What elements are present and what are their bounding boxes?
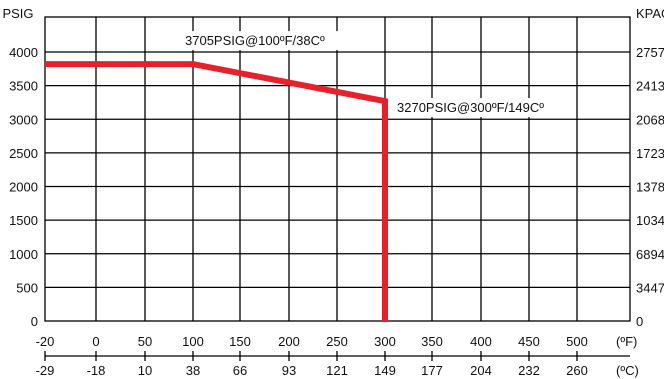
x-tick-label-c: 121 bbox=[326, 363, 348, 378]
y-tick-label: 3500 bbox=[9, 79, 38, 94]
x-unit-f-label: (ºF) bbox=[616, 334, 637, 349]
annotation-background bbox=[181, 31, 349, 51]
right-tick-label: 20684 bbox=[636, 112, 664, 127]
y-tick-label: 500 bbox=[16, 280, 38, 295]
x-tick-label-c: 260 bbox=[566, 363, 588, 378]
right-tick-label: 6894 bbox=[636, 247, 664, 262]
right-tick-label: 0 bbox=[636, 314, 643, 329]
right-tick-label: 27579 bbox=[636, 45, 664, 60]
data-annotation: 3705PSIG@100ºF/38Cº bbox=[185, 33, 325, 48]
x-tick-label-c: 232 bbox=[518, 363, 540, 378]
annotations: 3705PSIG@100ºF/38Cº 3270PSIG@300ºF/149Cº bbox=[181, 31, 576, 118]
series bbox=[45, 61, 388, 321]
annotation-background bbox=[393, 98, 576, 118]
plot-frame bbox=[44, 16, 631, 322]
data-annotation: 3270PSIG@300ºF/149Cº bbox=[397, 100, 544, 115]
y-tick-label: 2500 bbox=[9, 146, 38, 161]
x-unit-c-label: (ºC) bbox=[616, 363, 639, 378]
y-tick-label: 1500 bbox=[9, 213, 38, 228]
x-tick-label-c: 177 bbox=[421, 363, 443, 378]
right-tick-label: 17230 bbox=[636, 146, 664, 161]
x-tick-label-f: 100 bbox=[182, 334, 204, 349]
y-tick-label: 4000 bbox=[9, 45, 38, 60]
right-tick-label: 10342 bbox=[636, 213, 664, 228]
x-tick-label-f: 500 bbox=[566, 334, 588, 349]
x-tick-label-c: 38 bbox=[186, 363, 200, 378]
x-tick-label-c: 149 bbox=[374, 363, 396, 378]
y-tick-label: 3000 bbox=[9, 112, 38, 127]
grid bbox=[45, 17, 630, 321]
x-tick-label-c: 66 bbox=[233, 363, 247, 378]
right-axis-label: KPAG bbox=[636, 6, 664, 21]
y-tick-label: 2000 bbox=[9, 180, 38, 195]
tick-labels: 0500100015002000250030003500400003447689… bbox=[9, 45, 664, 378]
x-tick-label-f: -20 bbox=[36, 334, 55, 349]
right-tick-label: 24131 bbox=[636, 79, 664, 94]
x-tick-label-f: 400 bbox=[470, 334, 492, 349]
left-axis-label: PSIG bbox=[2, 6, 33, 21]
x-tick-label-c: -18 bbox=[87, 363, 106, 378]
y-tick-label: 0 bbox=[31, 314, 38, 329]
x-tick-label-c: 10 bbox=[138, 363, 152, 378]
x-tick-label-c: -29 bbox=[36, 363, 55, 378]
x-tick-label-f: 450 bbox=[518, 334, 540, 349]
x-tick-label-c: 93 bbox=[282, 363, 296, 378]
pressure-rating-line bbox=[45, 61, 388, 321]
x-tick-label-f: 250 bbox=[326, 334, 348, 349]
x-tick-label-f: 150 bbox=[229, 334, 251, 349]
right-tick-label: 13789 bbox=[636, 180, 664, 195]
x-tick-label-c: 204 bbox=[470, 363, 492, 378]
x-tick-label-f: 200 bbox=[278, 334, 300, 349]
x-tick-label-f: 300 bbox=[374, 334, 396, 349]
x-tick-label-f: 0 bbox=[92, 334, 99, 349]
y-tick-label: 1000 bbox=[9, 247, 38, 262]
right-tick-label: 3447 bbox=[636, 280, 664, 295]
axes bbox=[44, 16, 631, 361]
x-tick-label-f: 50 bbox=[138, 334, 152, 349]
x-tick-label-f: 350 bbox=[421, 334, 443, 349]
